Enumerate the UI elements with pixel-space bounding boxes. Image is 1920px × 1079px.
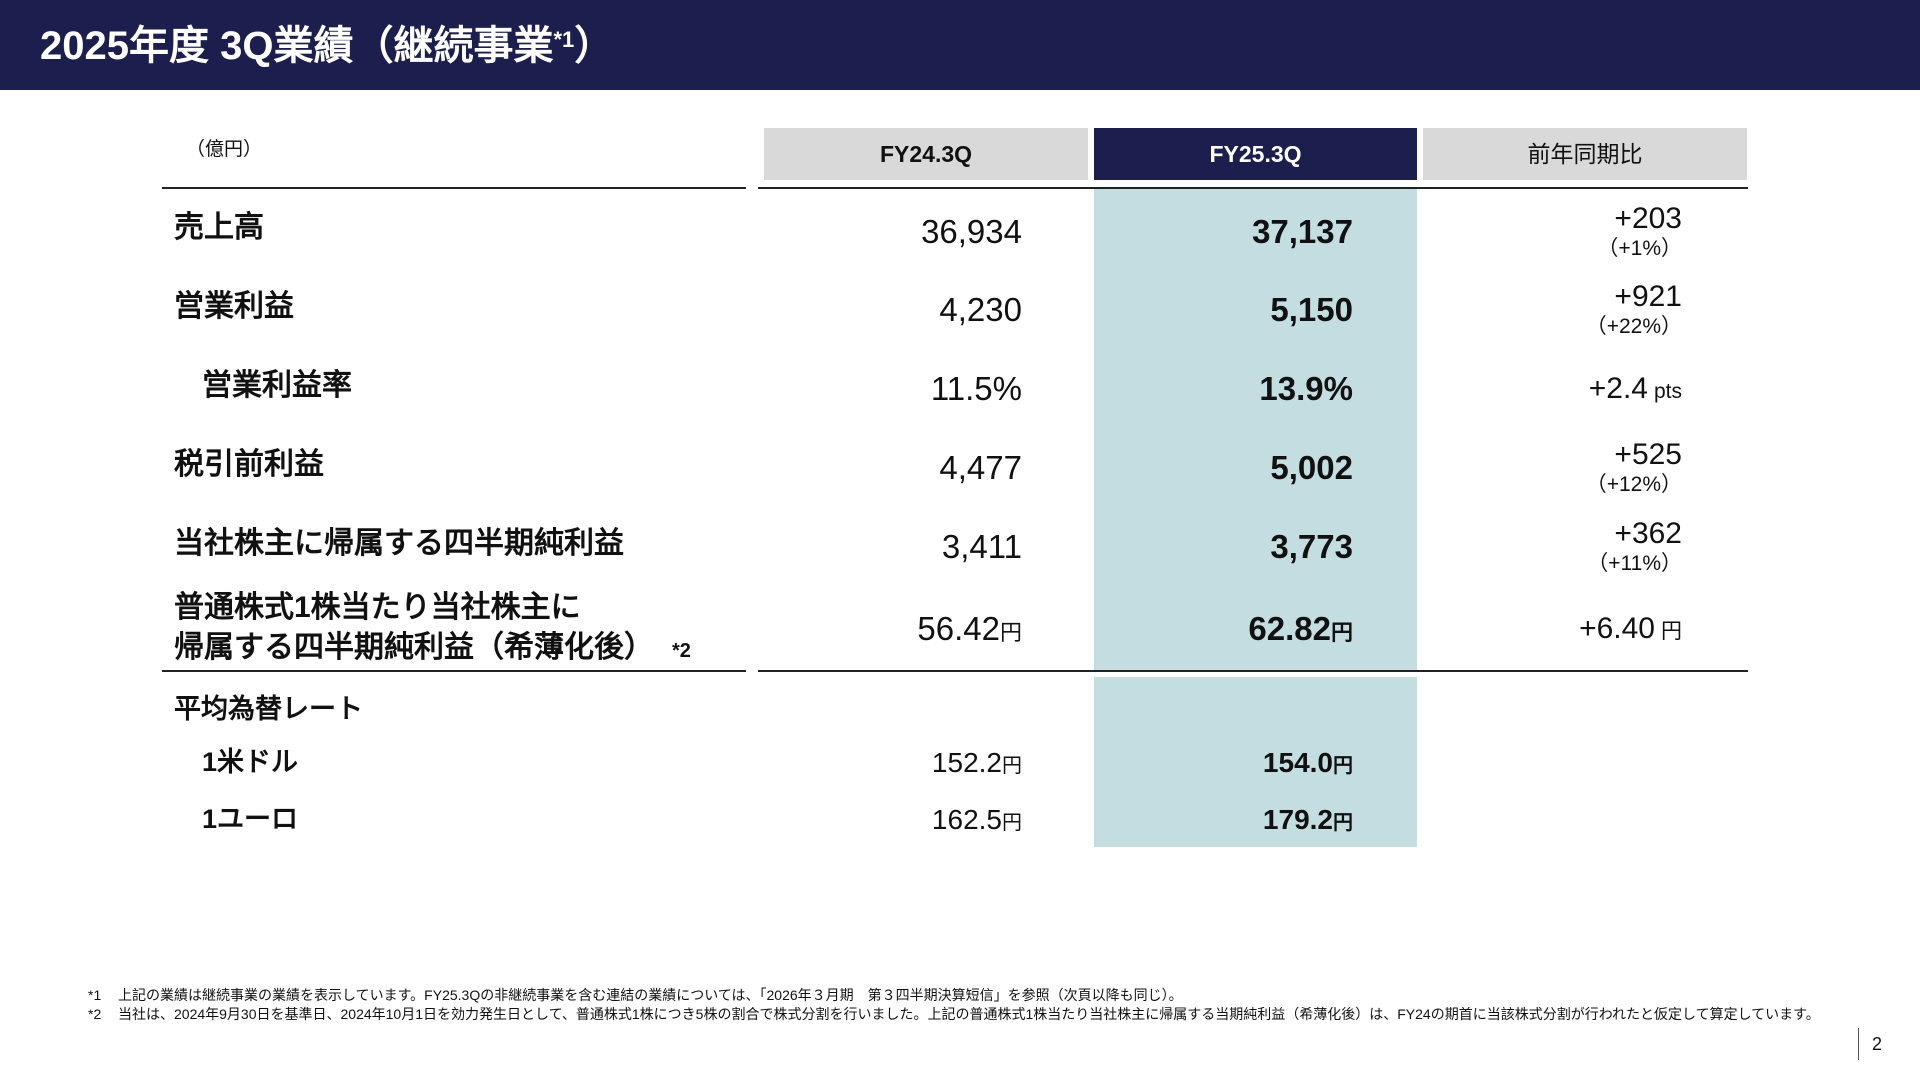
footnote-2-mark: *2 <box>88 1006 102 1022</box>
page-number: 2 <box>1872 1034 1883 1054</box>
footnote-1: *1 上記の業績は継続事業の業績を表示しています。FY25.3Qの非継続事業を含… <box>88 986 1848 1005</box>
net-income-yoy-diff: +362 <box>1614 517 1682 550</box>
fx-usd-fy24-value: 152.2 <box>931 747 1002 778</box>
eps-yoy-diff: +6.40 <box>1579 612 1655 645</box>
fx-section-title: 平均為替レート <box>174 694 363 724</box>
eps-fy24-unit: 円 <box>999 620 1022 645</box>
fx-usd-fy25-value: 154.0 <box>1262 747 1333 778</box>
fx-usd-fy24-unit: 円 <box>1002 755 1022 777</box>
revenue-yoy-diff: +203 <box>1614 202 1682 235</box>
row-label-net-income: 当社株主に帰属する四半期純利益 <box>174 527 624 560</box>
footnote-2-text: 当社は、2024年9月30日を基準日、2024年10月1日を効力発生日として、普… <box>118 1006 1820 1022</box>
fx-eur-fy24-unit: 円 <box>1002 812 1022 834</box>
fx-eur-fy25-unit: 円 <box>1333 812 1353 834</box>
net-income-fy25: 3,773 <box>1270 528 1353 565</box>
footnote-2: *2 当社は、2024年9月30日を基準日、2024年10月1日を効力発生日とし… <box>88 1005 1848 1024</box>
eps-fy25-unit: 円 <box>1330 620 1353 645</box>
operating-profit-yoy: +921 （+22%） <box>1586 280 1682 340</box>
fx-label-eur: 1ユーロ <box>202 804 299 834</box>
row-label-eps-line2: 帰属する四半期純利益（希薄化後） *2 <box>174 628 691 671</box>
row-label-revenue: 売上高 <box>174 211 264 244</box>
pretax-profit-yoy: +525 （+12%） <box>1586 438 1682 498</box>
table-bottom-rule-right <box>758 670 1748 672</box>
column-header-fy24: FY24.3Q <box>764 128 1088 180</box>
fx-label-usd: 1米ドル <box>202 747 299 777</box>
fx-eur-fy24: 162.5円 <box>932 802 1022 841</box>
fx-usd-fy24: 152.2円 <box>932 745 1022 784</box>
row-label-operating-profit: 営業利益 <box>174 290 294 323</box>
net-income-yoy-pct: （+11%） <box>1587 552 1682 575</box>
pretax-profit-yoy-diff: +525 <box>1614 438 1682 471</box>
eps-fy24-value: 56.42 <box>917 610 1000 647</box>
pretax-profit-yoy-pct: （+12%） <box>1585 473 1682 496</box>
eps-fy24: 56.42円 <box>917 609 1022 653</box>
row-label-eps-line2-text: 帰属する四半期純利益（希薄化後） <box>174 631 654 664</box>
row-label-eps-line1: 普通株式1株当たり当社株主に <box>174 591 581 624</box>
highlight-column-results <box>1094 188 1417 671</box>
revenue-fy24: 36,934 <box>921 213 1022 250</box>
operating-profit-fy25: 5,150 <box>1270 291 1353 328</box>
table-bottom-rule-left <box>162 670 746 672</box>
row-label-pretax-profit: 税引前利益 <box>174 448 324 481</box>
fx-eur-fy25-value: 179.2 <box>1262 804 1333 835</box>
column-header-fy25: FY25.3Q <box>1094 128 1417 180</box>
operating-margin-fy25: 13.9% <box>1259 370 1353 407</box>
row-label-operating-margin: 営業利益率 <box>202 369 352 402</box>
revenue-yoy-pct: （+1%） <box>1597 237 1682 260</box>
title-bar: 2025年度 3Q業績（継続事業*1） <box>0 0 1920 90</box>
fx-usd-fy25: 154.0円 <box>1263 745 1353 784</box>
page-number-divider <box>1858 1028 1859 1060</box>
revenue-fy25: 37,137 <box>1252 213 1353 250</box>
fx-eur-fy25: 179.2円 <box>1263 802 1353 841</box>
operating-margin-yoy-diff: +2.4 <box>1588 372 1648 405</box>
operating-profit-fy24: 4,230 <box>939 291 1022 328</box>
operating-profit-yoy-pct: （+22%） <box>1585 315 1682 338</box>
title-footnote-mark: *1 <box>553 27 575 52</box>
footnote-1-mark: *1 <box>88 987 102 1003</box>
slide-title-close: ） <box>574 24 615 68</box>
operating-margin-fy24: 11.5% <box>930 370 1022 407</box>
row-label-eps: 普通株式1株当たり当社株主に 帰属する四半期純利益（希薄化後） *2 <box>174 588 691 671</box>
eps-footnote-mark: *2 <box>672 640 691 662</box>
operating-margin-yoy: +2.4 pts <box>1589 369 1682 412</box>
eps-fy25: 62.82円 <box>1248 609 1353 653</box>
pretax-profit-fy25: 5,002 <box>1270 449 1353 486</box>
table-top-rule-left <box>162 187 746 189</box>
unit-label: （億円） <box>186 139 263 160</box>
fx-eur-fy24-value: 162.5 <box>931 804 1002 835</box>
table-top-rule-right <box>758 187 1748 189</box>
eps-yoy-unit: 円 <box>1661 620 1682 643</box>
revenue-yoy: +203 （+1%） <box>1597 202 1682 262</box>
slide-title-text: 2025年度 3Q業績（継続事業 <box>40 24 554 68</box>
eps-yoy: +6.40 円 <box>1579 609 1682 652</box>
pretax-profit-fy24: 4,477 <box>939 449 1022 486</box>
eps-fy25-value: 62.82 <box>1248 610 1331 647</box>
column-header-yoy: 前年同期比 <box>1423 128 1747 180</box>
fx-usd-fy25-unit: 円 <box>1333 755 1353 777</box>
footnote-1-text: 上記の業績は継続事業の業績を表示しています。FY25.3Qの非継続事業を含む連結… <box>118 987 1183 1003</box>
net-income-fy24: 3,411 <box>941 528 1022 565</box>
net-income-yoy: +362 （+11%） <box>1587 517 1682 577</box>
slide-title: 2025年度 3Q業績（継続事業*1） <box>40 18 614 74</box>
footnotes: *1 上記の業績は継続事業の業績を表示しています。FY25.3Qの非継続事業を含… <box>88 986 1848 1024</box>
highlight-column-fx <box>1094 677 1417 847</box>
operating-margin-yoy-unit: pts <box>1653 380 1682 403</box>
operating-profit-yoy-diff: +921 <box>1614 280 1682 313</box>
